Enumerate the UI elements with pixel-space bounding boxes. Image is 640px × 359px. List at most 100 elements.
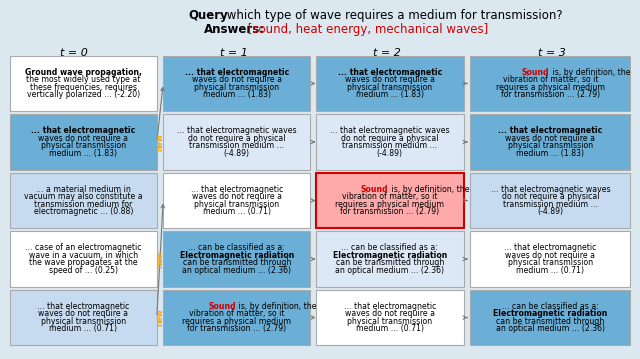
FancyBboxPatch shape xyxy=(10,231,157,287)
Text: Sound: Sound xyxy=(522,67,549,77)
Text: medium ... (0.71): medium ... (0.71) xyxy=(516,266,584,275)
Text: new: new xyxy=(156,309,164,326)
Text: ... can be classified as a:: ... can be classified as a: xyxy=(188,243,285,252)
Text: transmission medium ...: transmission medium ... xyxy=(503,200,598,209)
FancyBboxPatch shape xyxy=(470,231,630,287)
Text: medium ... (0.71): medium ... (0.71) xyxy=(203,207,271,216)
Text: waves do not require a: waves do not require a xyxy=(192,75,282,84)
FancyBboxPatch shape xyxy=(470,173,630,228)
Text: ... that electromagnetic: ... that electromagnetic xyxy=(191,185,283,194)
Text: physical transmission: physical transmission xyxy=(508,141,593,150)
Text: Sound: Sound xyxy=(361,185,388,194)
Text: ... can be classified as a:: ... can be classified as a: xyxy=(341,243,438,252)
Text: Sound: Sound xyxy=(208,302,236,311)
Text: waves do not require a: waves do not require a xyxy=(506,134,595,143)
Text: waves do not require a: waves do not require a xyxy=(192,192,282,201)
Text: physical transmission: physical transmission xyxy=(347,317,433,326)
Text: do not require a physical: do not require a physical xyxy=(341,134,438,143)
Text: waves do not require a: waves do not require a xyxy=(38,134,128,143)
FancyBboxPatch shape xyxy=(163,56,310,111)
Text: do not require a physical: do not require a physical xyxy=(502,192,599,201)
Text: medium ... (0.71): medium ... (0.71) xyxy=(49,324,117,334)
Text: speed of ... (0.25): speed of ... (0.25) xyxy=(49,266,118,275)
Text: the most widely used type at: the most widely used type at xyxy=(26,75,140,84)
FancyBboxPatch shape xyxy=(10,173,157,228)
Text: ... case of an electromagnetic: ... case of an electromagnetic xyxy=(25,243,141,252)
Text: requires a physical medium: requires a physical medium xyxy=(335,200,444,209)
Text: for transmission ... (2.79): for transmission ... (2.79) xyxy=(501,90,600,99)
Text: : which type of wave requires a medium for transmission?: : which type of wave requires a medium f… xyxy=(219,9,563,22)
Text: ... that electromagnetic: ... that electromagnetic xyxy=(185,67,289,77)
Text: t = 3: t = 3 xyxy=(538,48,566,59)
Text: ... that electromagnetic waves: ... that electromagnetic waves xyxy=(491,185,610,194)
Text: Answers:: Answers: xyxy=(204,23,265,36)
Text: Query: Query xyxy=(189,9,228,22)
Text: requires a physical medium: requires a physical medium xyxy=(182,317,291,326)
Text: ... that electromagnetic waves: ... that electromagnetic waves xyxy=(330,126,449,135)
Text: requires a physical medium: requires a physical medium xyxy=(496,83,605,92)
Text: physical transmission: physical transmission xyxy=(40,317,126,326)
Text: ... that electromagnetic: ... that electromagnetic xyxy=(504,243,596,252)
Text: Ground wave propagation,: Ground wave propagation, xyxy=(25,67,141,77)
Text: (-4.89): (-4.89) xyxy=(538,207,563,216)
FancyBboxPatch shape xyxy=(470,290,630,345)
Text: vibration of matter, so it: vibration of matter, so it xyxy=(502,75,598,84)
Text: vibration of matter, so it: vibration of matter, so it xyxy=(189,309,285,318)
Text: physical transmission: physical transmission xyxy=(347,83,433,92)
Text: t = 1: t = 1 xyxy=(220,48,248,59)
Text: waves do not require a: waves do not require a xyxy=(345,75,435,84)
Text: Electromagnetic radiation: Electromagnetic radiation xyxy=(493,309,607,318)
Text: can be transmitted through: can be transmitted through xyxy=(496,317,605,326)
FancyBboxPatch shape xyxy=(316,56,464,111)
Text: vacuum may also constitute a: vacuum may also constitute a xyxy=(24,192,143,201)
Text: (-4.89): (-4.89) xyxy=(224,149,250,158)
Text: medium ... (0.71): medium ... (0.71) xyxy=(356,324,424,334)
Text: an optical medium ... (2.36): an optical medium ... (2.36) xyxy=(182,266,291,275)
Text: (-4.89): (-4.89) xyxy=(377,149,403,158)
Text: transmission medium for: transmission medium for xyxy=(34,200,132,209)
Text: Electromagnetic radiation: Electromagnetic radiation xyxy=(180,251,294,260)
Text: do not require a physical: do not require a physical xyxy=(188,134,285,143)
Text: vibration of matter, so it: vibration of matter, so it xyxy=(342,192,438,201)
Text: wave in a vacuum, in which: wave in a vacuum, in which xyxy=(29,251,138,260)
Text: medium ... (1.83): medium ... (1.83) xyxy=(356,90,424,99)
FancyBboxPatch shape xyxy=(470,56,630,111)
Text: vertically polarized ... (-2.20): vertically polarized ... (-2.20) xyxy=(27,90,140,99)
FancyBboxPatch shape xyxy=(10,56,157,111)
Text: ... that electromagnetic waves: ... that electromagnetic waves xyxy=(177,126,296,135)
Text: new: new xyxy=(156,250,164,268)
Text: an optical medium ... (2.36): an optical medium ... (2.36) xyxy=(496,324,605,334)
Text: ... that electromagnetic: ... that electromagnetic xyxy=(338,67,442,77)
FancyBboxPatch shape xyxy=(470,114,630,170)
FancyBboxPatch shape xyxy=(316,173,464,228)
FancyBboxPatch shape xyxy=(163,231,310,287)
Text: Electromagnetic radiation: Electromagnetic radiation xyxy=(333,251,447,260)
Text: new: new xyxy=(156,133,164,151)
Text: is, by definition, the: is, by definition, the xyxy=(236,302,317,311)
Text: these frequencies, requires: these frequencies, requires xyxy=(29,83,137,92)
Text: for transmission ... (2.79): for transmission ... (2.79) xyxy=(188,324,286,334)
Text: ... that electromagnetic: ... that electromagnetic xyxy=(344,302,436,311)
Text: waves do not require a: waves do not require a xyxy=(38,309,128,318)
Text: transmission medium ...: transmission medium ... xyxy=(342,141,437,150)
Text: physical transmission: physical transmission xyxy=(194,83,280,92)
Text: physical transmission: physical transmission xyxy=(194,200,280,209)
FancyBboxPatch shape xyxy=(163,114,310,170)
Text: ... a material medium in: ... a material medium in xyxy=(36,185,131,194)
Text: the wave propagates at the: the wave propagates at the xyxy=(29,258,138,267)
FancyBboxPatch shape xyxy=(316,290,464,345)
FancyBboxPatch shape xyxy=(10,114,157,170)
FancyBboxPatch shape xyxy=(316,231,464,287)
Text: medium ... (1.83): medium ... (1.83) xyxy=(49,149,117,158)
FancyBboxPatch shape xyxy=(10,290,157,345)
Text: waves do not require a: waves do not require a xyxy=(506,251,595,260)
Text: can be transmitted through: can be transmitted through xyxy=(182,258,291,267)
Text: waves do not require a: waves do not require a xyxy=(345,309,435,318)
Text: ... that electromagnetic: ... that electromagnetic xyxy=(37,302,129,311)
Text: t = 0: t = 0 xyxy=(60,48,88,59)
Text: for transmission ... (2.79): for transmission ... (2.79) xyxy=(340,207,439,216)
Text: t = 2: t = 2 xyxy=(373,48,401,59)
FancyBboxPatch shape xyxy=(163,173,310,228)
FancyBboxPatch shape xyxy=(316,114,464,170)
Text: an optical medium ... (2.36): an optical medium ... (2.36) xyxy=(335,266,444,275)
